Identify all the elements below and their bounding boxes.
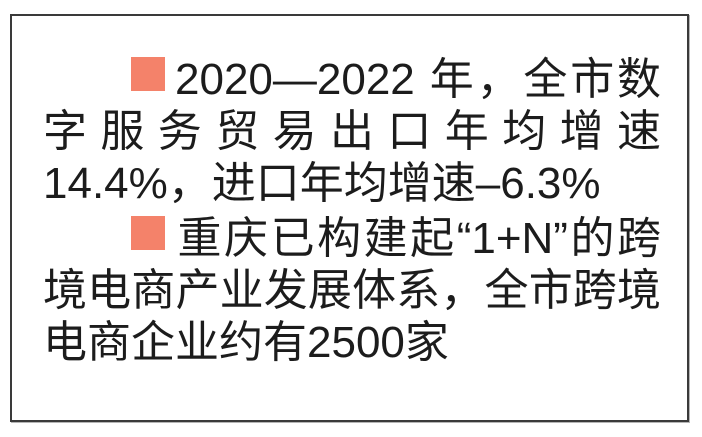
bullet-text: 2020—2022 年，全市数字服务贸易出口年均增速14.4%，进口年均增速–6… (43, 55, 661, 208)
bullet-text: 重庆已构建起“1+N”的跨境电商产业发展体系，全市跨境电商企业约有2500家 (43, 214, 661, 367)
bullet-item: 2020—2022 年，全市数字服务贸易出口年均增速14.4%，进口年均增速–6… (43, 54, 661, 210)
square-bullet-icon (131, 57, 165, 91)
square-bullet-icon (131, 216, 165, 250)
bullet-item: 重庆已构建起“1+N”的跨境电商产业发展体系，全市跨境电商企业约有2500家 (43, 213, 661, 369)
highlight-box: 2020—2022 年，全市数字服务贸易出口年均增速14.4%，进口年均增速–6… (10, 14, 689, 422)
